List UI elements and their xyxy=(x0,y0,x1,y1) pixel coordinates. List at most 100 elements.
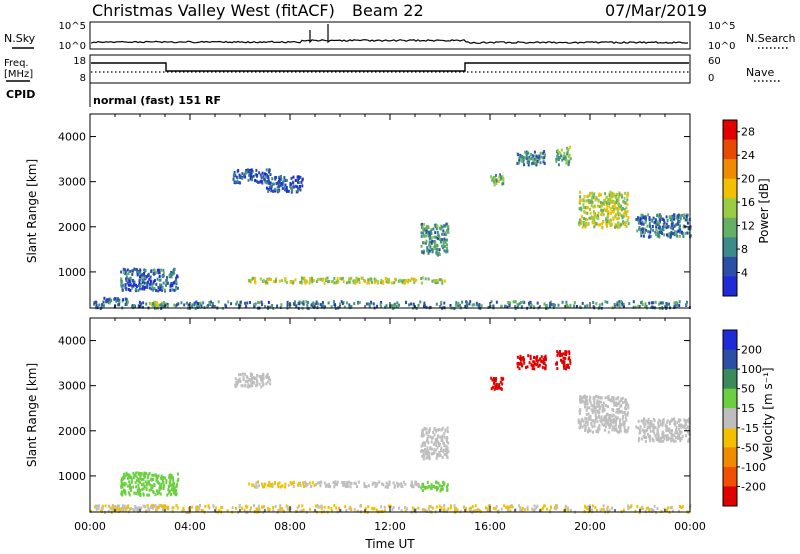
range-gate-cell xyxy=(516,365,519,369)
range-gate-cell xyxy=(252,276,254,280)
range-gate-cell xyxy=(148,286,151,290)
range-gate-cell xyxy=(157,289,160,293)
range-gate-cell xyxy=(148,493,150,497)
range-gate-cell xyxy=(645,506,648,510)
range-gate-cell xyxy=(609,420,612,424)
range-gate-cell xyxy=(139,283,142,287)
range-gate-cell xyxy=(686,221,689,225)
range-gate-cell xyxy=(290,176,293,180)
range-gate-cell xyxy=(407,278,410,282)
range-gate-cell xyxy=(581,417,584,421)
range-gate-cell xyxy=(130,284,133,288)
range-gate-cell xyxy=(206,305,209,309)
range-gate-cell xyxy=(289,280,292,284)
range-gate-cell xyxy=(567,506,569,510)
range-gate-cell xyxy=(668,428,671,432)
range-gate-cell xyxy=(508,304,511,307)
range-gate-cell xyxy=(624,221,627,225)
range-gate-cell xyxy=(608,198,611,201)
range-gate-cell xyxy=(217,300,220,304)
range-gate-cell xyxy=(607,418,610,422)
range-gate-cell xyxy=(259,375,262,379)
range-gate-cell xyxy=(447,227,450,231)
range-gate-cell xyxy=(365,485,368,489)
range-gate-cell xyxy=(581,425,584,429)
range-gate-cell xyxy=(207,504,210,508)
range-gate-cell xyxy=(542,360,545,364)
range-gate-cell xyxy=(245,169,248,172)
nsearch-label: N.Search xyxy=(746,32,796,45)
range-gate-cell xyxy=(650,507,653,511)
freq-tick-bottom: 8 xyxy=(80,73,86,84)
range-gate-cell xyxy=(494,379,497,383)
range-gate-cell xyxy=(259,173,262,177)
range-gate-cell xyxy=(516,362,519,366)
time-tick-label: 16:00 xyxy=(474,520,506,533)
range-gate-cell xyxy=(435,440,438,444)
range-gate-cell xyxy=(579,198,582,201)
range-gate-cell xyxy=(122,489,125,493)
range-gate-cell xyxy=(444,444,447,448)
range-gate-cell xyxy=(609,207,612,211)
range-gate-cell xyxy=(412,485,415,489)
colorbar-tick-label: 8 xyxy=(741,243,748,256)
range-gate-cell xyxy=(263,485,265,489)
range-gate-cell xyxy=(345,481,348,485)
range-gate-cell xyxy=(367,302,370,306)
range-gate-cell xyxy=(157,271,160,275)
range-gate-cell xyxy=(148,488,151,492)
range-gate-cell xyxy=(175,504,178,507)
range-gate-cell xyxy=(499,173,501,177)
range-gate-cell xyxy=(648,425,651,429)
range-gate-cell xyxy=(428,233,431,237)
range-gate-cell xyxy=(424,227,427,231)
range-gate-cell xyxy=(364,279,367,283)
range-gate-cell xyxy=(446,243,448,247)
range-gate-cell xyxy=(564,504,567,508)
range-gate-cell xyxy=(648,422,651,426)
range-gate-cell xyxy=(420,250,423,254)
range-gate-cell xyxy=(603,415,606,419)
range-gate-cell xyxy=(596,399,599,403)
range-gate-cell xyxy=(627,507,630,510)
range-gate-cell xyxy=(301,177,304,181)
range-gate-cell xyxy=(289,182,292,186)
colorbar-swatch xyxy=(723,217,737,238)
range-gate-cell xyxy=(255,507,258,511)
range-gate-cell xyxy=(436,281,439,284)
range-gate-cell xyxy=(555,504,557,508)
range-gate-cell xyxy=(142,487,145,491)
range-gate-cell xyxy=(655,227,658,231)
range-gate-cell xyxy=(495,300,498,304)
range-gate-cell xyxy=(565,305,568,309)
range-gate-cell xyxy=(568,160,570,164)
range-gate-cell xyxy=(556,353,559,357)
range-gate-cell xyxy=(121,477,124,481)
range-gate-cell xyxy=(251,381,254,384)
range-gate-cell xyxy=(401,279,404,283)
scatter-region xyxy=(234,372,272,389)
range-gate-cell xyxy=(285,186,288,190)
range-gate-cell xyxy=(422,449,425,453)
range-gate-cell xyxy=(128,493,131,497)
range-gate-cell xyxy=(147,480,150,484)
range-gate-cell xyxy=(269,184,272,188)
range-gate-cell xyxy=(249,177,252,181)
range-gate-cell xyxy=(242,378,245,381)
range-gate-cell xyxy=(673,230,676,234)
range-gate-cell xyxy=(677,229,680,233)
range-gate-cell xyxy=(587,201,590,205)
range-gate-cell xyxy=(617,402,620,406)
range-gate-cell xyxy=(271,484,274,488)
range-gate-cell xyxy=(297,175,300,179)
range-gate-cell xyxy=(618,224,621,228)
range-gate-cell xyxy=(651,305,654,309)
range-gate-cell xyxy=(494,507,497,511)
range-gate-cell xyxy=(596,404,599,408)
range-gate-cell xyxy=(617,195,620,199)
range-gate-cell xyxy=(284,277,287,280)
range-gate-cell xyxy=(446,430,449,433)
range-gate-cell xyxy=(235,175,238,179)
range-gate-cell xyxy=(475,301,478,305)
range-gate-cell xyxy=(608,202,611,206)
